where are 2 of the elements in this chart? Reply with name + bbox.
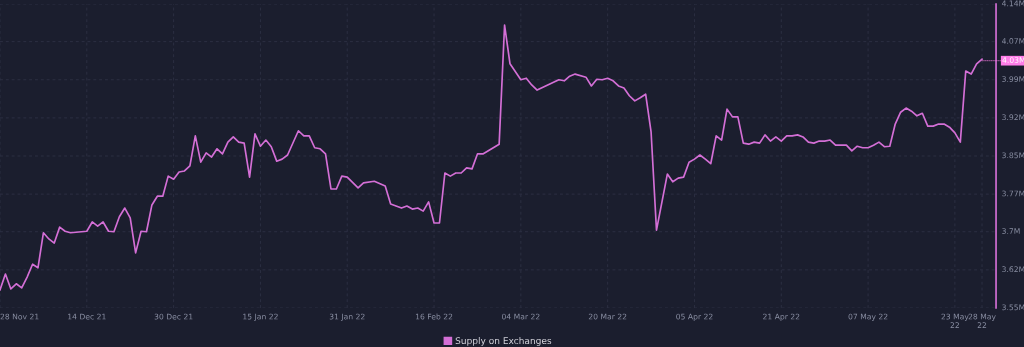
legend-label: Supply on Exchanges (455, 337, 552, 346)
line-series (0, 24, 983, 291)
